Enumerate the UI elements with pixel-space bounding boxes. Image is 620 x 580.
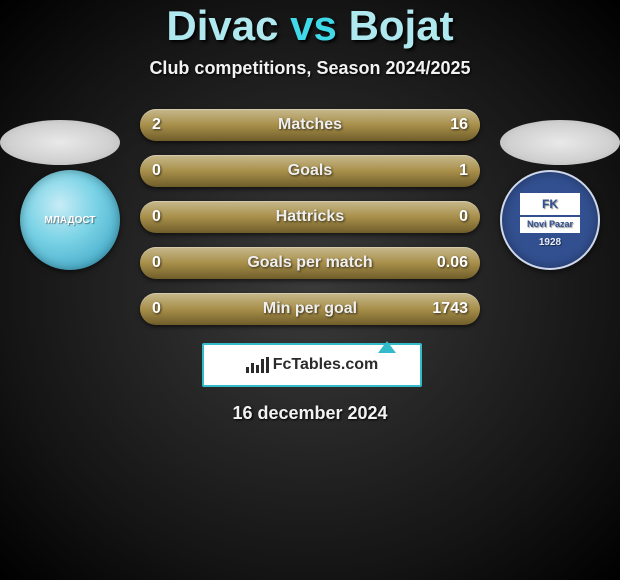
title-vs: vs [290, 2, 337, 49]
stat-label: Matches [278, 116, 342, 134]
bars-icon [246, 357, 269, 373]
stat-right-value: 1 [459, 155, 468, 187]
club-badge-left-text: МЛАДОСТ [45, 215, 96, 226]
stat-right-value: 0.06 [437, 247, 468, 279]
stat-right-value: 16 [450, 109, 468, 141]
club-badge-left: МЛАДОСТ [20, 170, 120, 270]
stat-row: 0 Min per goal 1743 [140, 293, 480, 325]
club-badge-right: FK Novi Pazar 1928 [500, 170, 600, 270]
stat-row: 2 Matches 16 [140, 109, 480, 141]
player-right-avatar-placeholder [500, 120, 620, 165]
club-badge-right-year: 1928 [539, 237, 561, 248]
snapshot-date: 16 december 2024 [0, 403, 620, 424]
club-badge-right-inner: FK Novi Pazar 1928 [520, 193, 580, 248]
brand-footer: FcTables.com [202, 343, 418, 387]
page-title: Divac vs Bojat [0, 2, 620, 50]
brand-rest: Tables.com [291, 356, 378, 373]
stat-row: 0 Hattricks 0 [140, 201, 480, 233]
title-player-right: Bojat [349, 2, 454, 49]
stats-list: 2 Matches 16 0 Goals 1 0 Hattricks 0 0 G… [140, 109, 480, 325]
stat-right-value: 0 [459, 201, 468, 233]
stat-left-value: 0 [152, 201, 161, 233]
stat-label: Goals [288, 162, 332, 180]
brand-text: FcTables.com [273, 356, 379, 374]
stat-label: Goals per match [247, 254, 372, 272]
stat-row: 0 Goals per match 0.06 [140, 247, 480, 279]
stat-label: Hattricks [276, 208, 344, 226]
stat-right-value: 1743 [432, 293, 468, 325]
player-left-avatar-placeholder [0, 120, 120, 165]
stat-left-value: 0 [152, 247, 161, 279]
title-player-left: Divac [166, 2, 278, 49]
brand-prefix: Fc [273, 356, 292, 373]
stat-left-value: 0 [152, 155, 161, 187]
stat-row: 0 Goals 1 [140, 155, 480, 187]
stat-label: Min per goal [263, 300, 357, 318]
club-badge-right-line1: FK [520, 193, 580, 215]
subtitle: Club competitions, Season 2024/2025 [0, 58, 620, 79]
club-badge-right-line2: Novi Pazar [520, 217, 580, 233]
bookmark-icon [378, 341, 396, 353]
stat-left-value: 2 [152, 109, 161, 141]
comparison-card: Divac vs Bojat Club competitions, Season… [0, 0, 620, 424]
stat-left-value: 0 [152, 293, 161, 325]
